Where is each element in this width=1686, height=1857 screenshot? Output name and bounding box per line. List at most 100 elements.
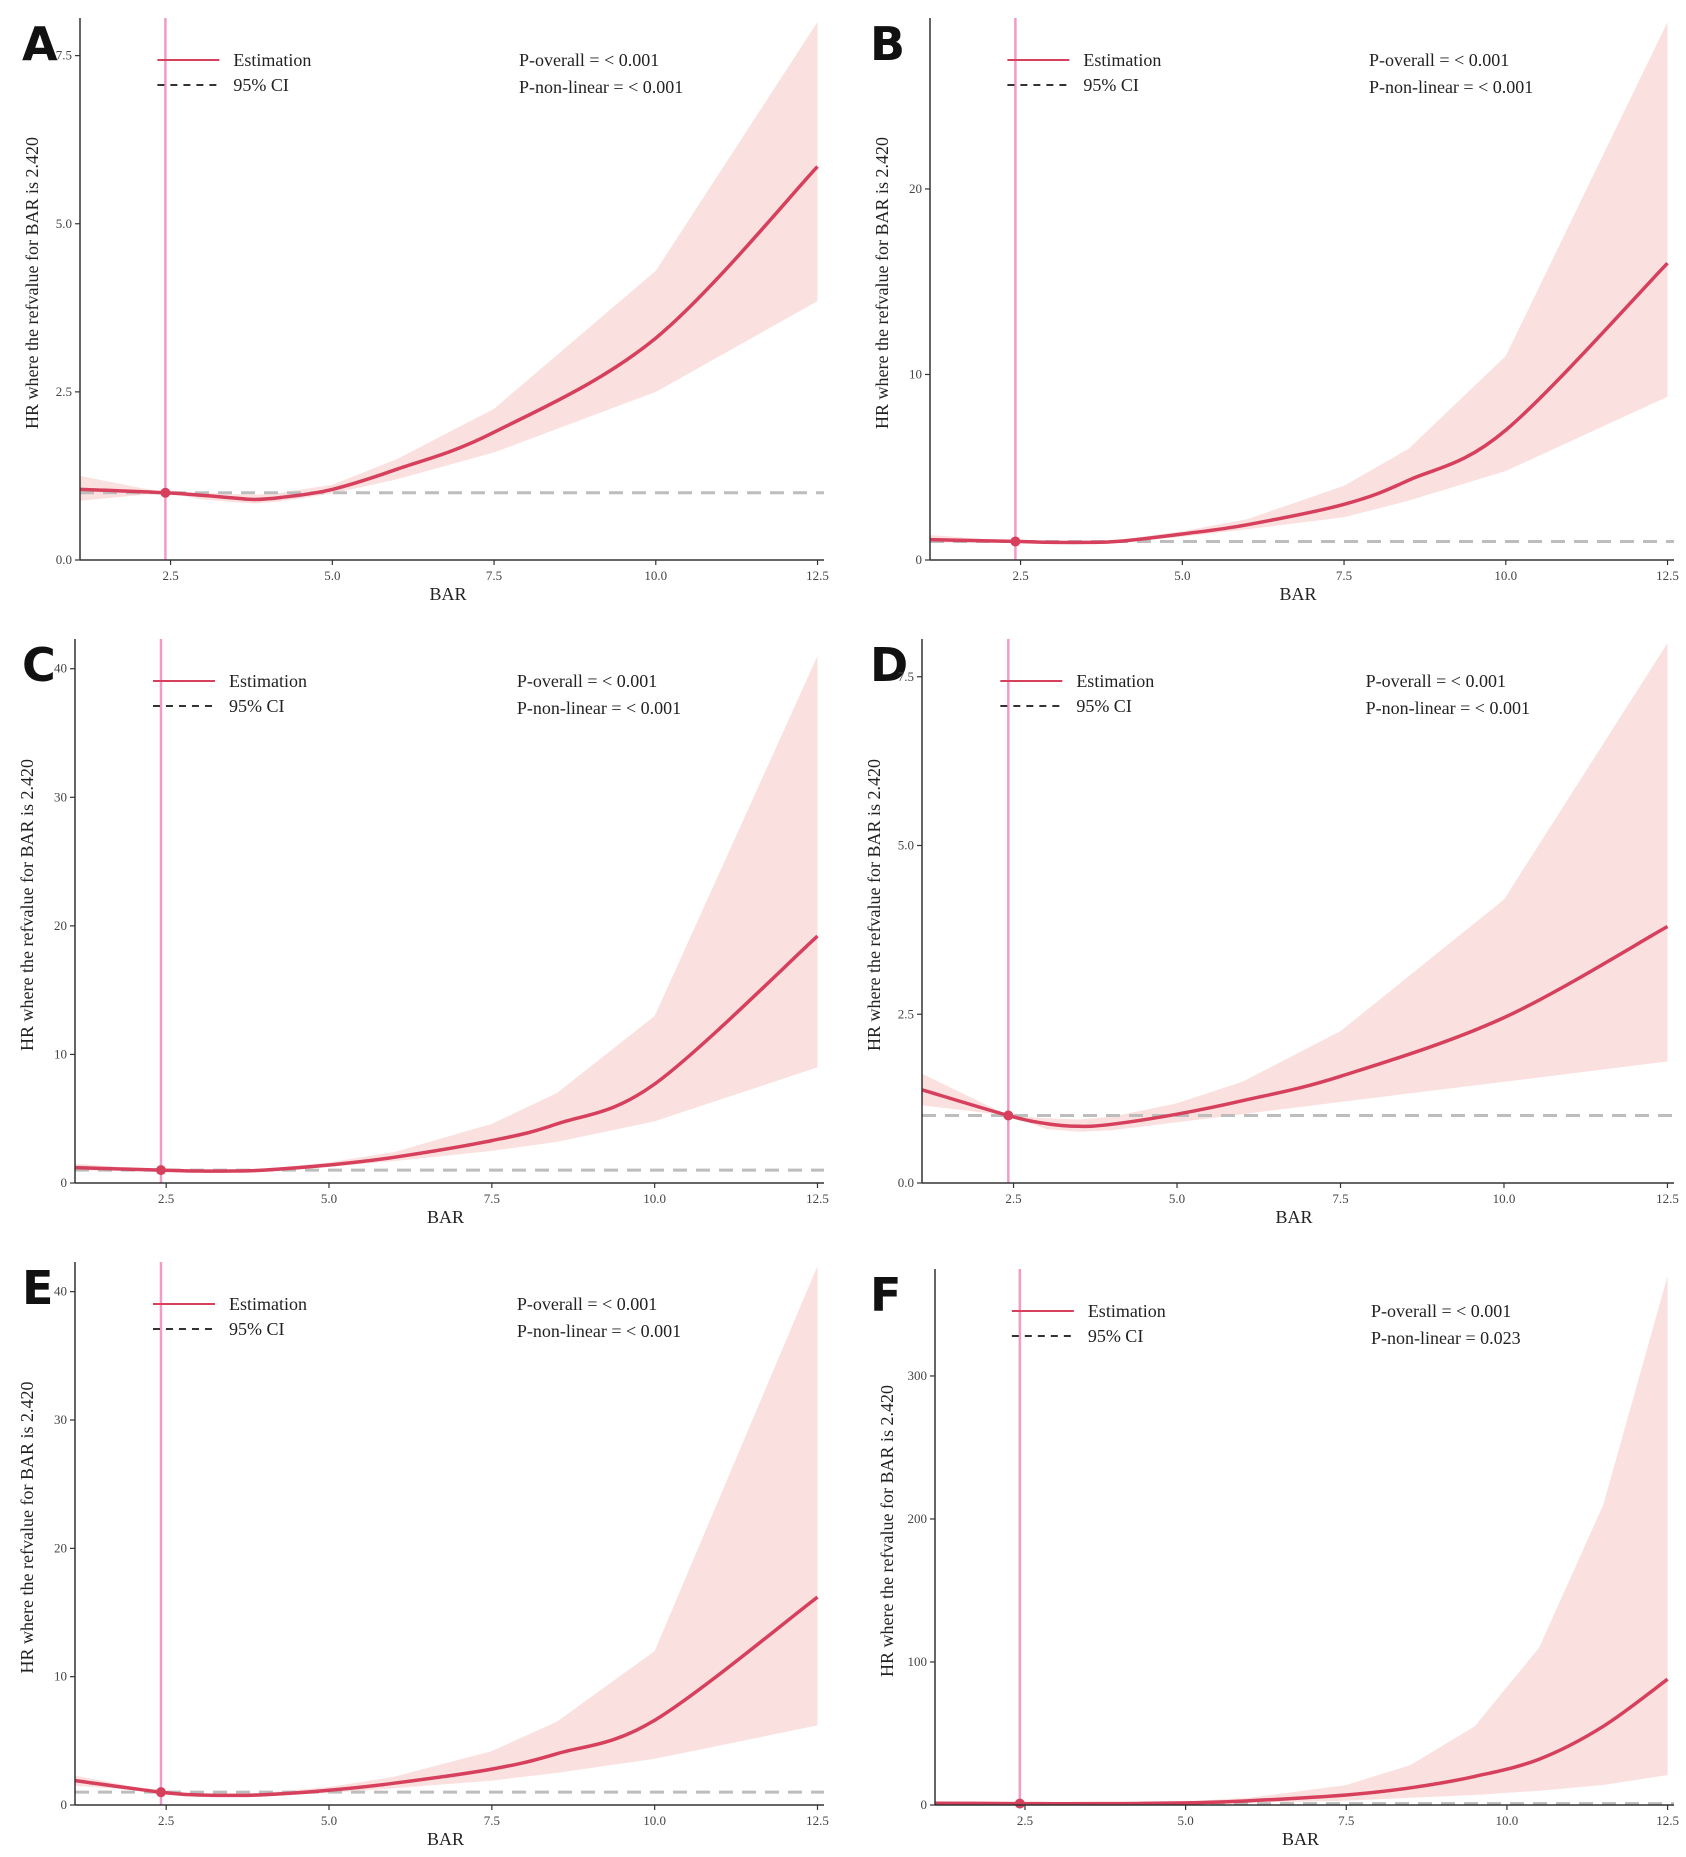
legend-estimation-label: Estimation (229, 1294, 307, 1314)
legend-ci-label: 95% CI (233, 75, 289, 95)
ci-band (935, 1275, 1668, 1804)
y-tick-label: 30 (54, 789, 67, 804)
ci-band (75, 655, 818, 1172)
x-tick-label: 5.0 (321, 1191, 337, 1206)
panel-letter: C (22, 638, 56, 692)
legend-estimation-label: Estimation (1076, 671, 1154, 691)
x-axis-title: BAR (1282, 1829, 1319, 1849)
legend-ci-label: 95% CI (229, 696, 285, 716)
x-tick-label: 7.5 (484, 1813, 500, 1828)
y-axis-title: HR where the refvalue for BAR is 2.420 (22, 137, 42, 429)
y-tick-label: 2.5 (898, 1006, 914, 1021)
x-tick-label: 10.0 (643, 1813, 666, 1828)
x-tick-label: 2.5 (1005, 1191, 1021, 1206)
legend-estimation-label: Estimation (1083, 50, 1161, 70)
y-tick-label: 2.5 (56, 384, 72, 399)
x-tick-label: 7.5 (1332, 1191, 1348, 1206)
x-tick-label: 2.5 (162, 568, 178, 583)
chart-panel-b: B 2.5 5.0 7.5 10.0 12.5 0 10 20 BAR HR where the r… (870, 17, 1679, 604)
chart-panel-d: D 2.5 5.0 7.5 10.0 12.5 0.0 2.5 5.0 7.5 BAR HR wher… (864, 638, 1679, 1227)
y-tick-label: 10 (54, 1046, 67, 1061)
y-axis-title: HR where the refvalue for BAR is 2.420 (872, 137, 892, 429)
x-tick-label: 7.5 (484, 1191, 500, 1206)
ci-band (80, 22, 818, 504)
x-tick-label: 10.0 (1496, 1813, 1519, 1828)
chart-panel-f: F 2.5 5.0 7.5 10.0 12.5 0 100 200 300 BAR HR where … (870, 1268, 1679, 1849)
estimation-line (934, 1677, 1669, 1806)
y-tick-label: 200 (908, 1511, 928, 1526)
y-tick-label: 30 (54, 1412, 67, 1427)
p-overall-label: P-overall = < 0.001 (517, 1294, 657, 1314)
x-tick-label: 12.5 (806, 1813, 829, 1828)
legend-ci-label: 95% CI (1076, 696, 1132, 716)
ref-point (1010, 536, 1021, 547)
p-nonlinear-label: P-non-linear = < 0.001 (517, 698, 681, 718)
p-nonlinear-label: P-non-linear = < 0.001 (1369, 77, 1533, 97)
x-tick-label: 7.5 (486, 568, 502, 583)
ref-point (160, 487, 171, 498)
x-tick-label: 5.0 (324, 568, 340, 583)
x-tick-label: 2.5 (1012, 568, 1028, 583)
estimation-line (921, 924, 1669, 1129)
y-tick-label: 40 (54, 661, 67, 676)
x-tick-label: 5.0 (1177, 1813, 1193, 1828)
x-tick-label: 12.5 (1656, 1813, 1679, 1828)
x-tick-label: 10.0 (1494, 568, 1517, 583)
y-tick-label: 10 (54, 1669, 67, 1684)
p-overall-label: P-overall = < 0.001 (517, 671, 657, 691)
y-axis-title: HR where the refvalue for BAR is 2.420 (877, 1385, 897, 1677)
legend-ci-label: 95% CI (229, 1319, 285, 1339)
y-tick-label: 0 (61, 1797, 68, 1812)
y-tick-label: 5.0 (56, 216, 72, 231)
p-nonlinear-label: P-non-linear = < 0.001 (517, 1321, 681, 1341)
x-tick-label: 7.5 (1338, 1813, 1354, 1828)
panel-letter: A (22, 17, 58, 71)
x-axis-title: BAR (427, 1829, 464, 1849)
estimation-line (79, 165, 819, 502)
legend-estimation-label: Estimation (1088, 1301, 1166, 1321)
p-overall-label: P-overall = < 0.001 (1371, 1301, 1511, 1321)
y-tick-label: 0.0 (56, 552, 72, 567)
y-axis-title: HR where the refvalue for BAR is 2.420 (17, 1382, 37, 1674)
x-axis-title: BAR (1275, 1207, 1312, 1227)
y-tick-label: 7.5 (56, 48, 72, 63)
y-tick-label: 20 (54, 918, 67, 933)
chart-panel-e: E 2.5 5.0 7.5 10.0 12.5 0 10 20 30 40 BAR HR where t… (17, 1261, 829, 1849)
y-tick-label: 0 (921, 1797, 928, 1812)
y-tick-label: 40 (54, 1284, 67, 1299)
panel-letter: D (870, 638, 908, 692)
ref-point (155, 1165, 166, 1176)
x-axis-title: BAR (427, 1207, 464, 1227)
legend-ci-label: 95% CI (1083, 75, 1139, 95)
x-tick-label: 12.5 (1656, 1191, 1679, 1206)
ci-band (922, 643, 1668, 1132)
estimation-line (74, 934, 819, 1173)
panel-letter: F (870, 1268, 901, 1322)
y-tick-label: 0 (61, 1175, 68, 1190)
p-nonlinear-label: P-non-linear = < 0.001 (519, 77, 683, 97)
ref-point (1014, 1798, 1025, 1809)
y-axis-title: HR where the refvalue for BAR is 2.420 (864, 759, 884, 1051)
x-tick-label: 5.0 (321, 1813, 337, 1828)
estimation-line (929, 261, 1669, 545)
p-overall-label: P-overall = < 0.001 (1369, 50, 1509, 70)
y-tick-label: 0 (916, 552, 923, 567)
estimation-line (74, 1595, 819, 1798)
p-overall-label: P-overall = < 0.001 (1366, 671, 1506, 691)
x-tick-label: 7.5 (1336, 568, 1352, 583)
y-tick-label: 20 (909, 181, 922, 196)
x-tick-label: 5.0 (1169, 1191, 1185, 1206)
y-tick-label: 100 (908, 1654, 928, 1669)
x-tick-label: 10.0 (1493, 1191, 1516, 1206)
x-tick-label: 5.0 (1174, 568, 1190, 583)
y-tick-label: 0.0 (898, 1175, 914, 1190)
y-tick-label: 10 (909, 366, 922, 381)
x-tick-label: 2.5 (158, 1191, 174, 1206)
ci-band (75, 1266, 818, 1797)
x-tick-label: 12.5 (806, 568, 829, 583)
x-tick-label: 2.5 (1017, 1813, 1033, 1828)
x-tick-label: 10.0 (643, 1191, 666, 1206)
chart-panel-c: C 2.5 5.0 7.5 10.0 12.5 0 10 20 30 40 BAR HR where t… (17, 638, 829, 1227)
legend-estimation-label: Estimation (229, 671, 307, 691)
